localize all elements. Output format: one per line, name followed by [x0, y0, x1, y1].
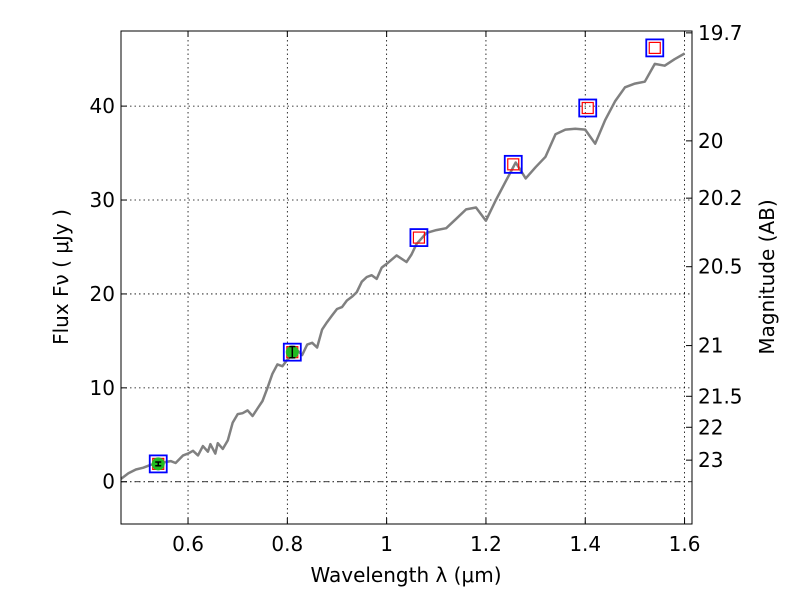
y-tick-label: 30	[90, 188, 115, 212]
x-tick-label: 1.4	[569, 532, 601, 556]
magnitude-tick-label: 23	[698, 448, 723, 472]
magnitude-tick-label: 21	[698, 334, 723, 358]
model-photometry-inner-square	[507, 158, 520, 171]
y-tick-label: 10	[90, 376, 115, 400]
model-photometry-box	[148, 454, 168, 474]
y2-axis-label: Magnitude (AB)	[755, 199, 779, 354]
magnitude-tick-label: 22	[698, 415, 723, 439]
model-photometry-inner-square	[412, 231, 426, 244]
x-tick-label: 1.2	[470, 532, 502, 556]
model-photometry-box	[282, 342, 302, 362]
x-tick-label: 1.6	[669, 532, 701, 556]
y-tick-label: 20	[90, 282, 115, 306]
model-photometry-box	[409, 228, 429, 247]
model-photometry-inner-square	[581, 101, 594, 115]
x-axis-label: Wavelength λ (μm)	[310, 563, 501, 587]
model-spectrum-layer	[120, 52, 686, 480]
photometry-layer	[148, 38, 665, 474]
model-photometry-box	[645, 38, 665, 58]
model-photometry-inner-square	[648, 41, 661, 55]
y-tick-label: 0	[102, 470, 115, 494]
x-tick-label: 1	[380, 532, 393, 556]
ticks-layer: 0.6 0.8 1 1.2 1.4 1.6 0 10 20 30 40 19.7 20 20.2 20.5 2…	[90, 21, 743, 556]
magnitude-tick-label: 19.7	[698, 21, 743, 45]
model-photometry-box	[503, 154, 523, 174]
model-spectrum-line	[120, 52, 686, 480]
plot-frame	[120, 30, 693, 525]
y-axis-label: Flux Fν ( μJy )	[49, 209, 73, 345]
model-photometry-box	[578, 98, 598, 118]
x-tick-label: 0.6	[172, 532, 204, 556]
magnitude-tick-label: 20	[698, 129, 723, 153]
magnitude-tick-label: 21.5	[698, 384, 743, 408]
x-tick-label: 0.8	[271, 532, 303, 556]
y-tick-label: 40	[90, 94, 115, 118]
magnitude-tick-label: 20.2	[698, 186, 743, 210]
magnitude-tick-label: 20.5	[698, 255, 743, 279]
